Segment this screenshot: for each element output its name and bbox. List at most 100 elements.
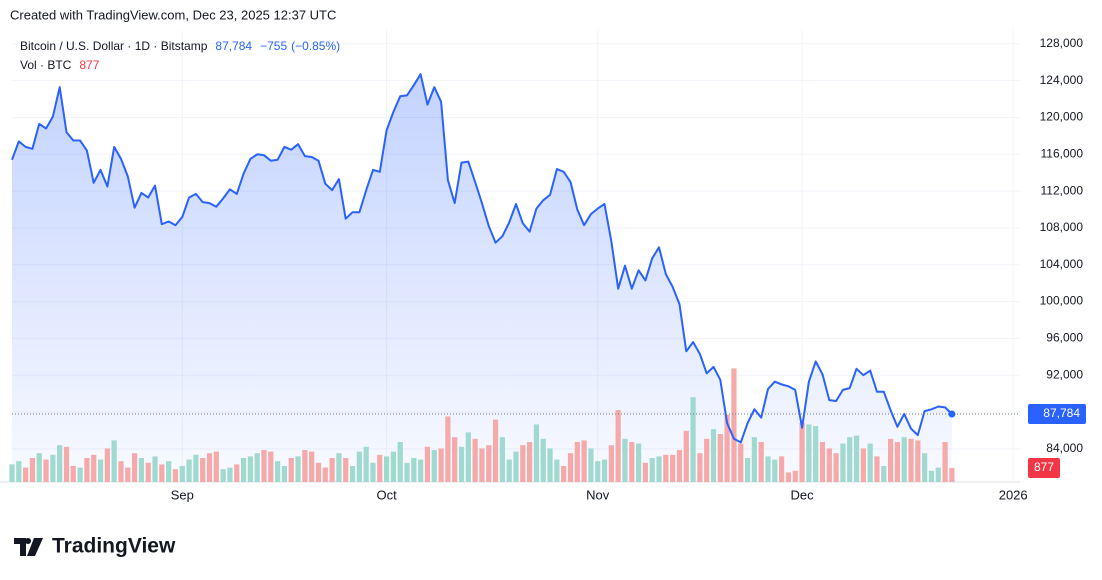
volume-bar	[431, 450, 437, 482]
volume-bar	[635, 443, 642, 482]
volume-bar	[629, 442, 635, 482]
y-tick-label: 100,000	[1040, 294, 1084, 308]
volume-bar	[458, 446, 465, 482]
volume-bar	[390, 451, 397, 482]
volume-bar	[676, 450, 683, 482]
volume-bar	[915, 440, 921, 482]
y-tick-label: 116,000	[1041, 146, 1084, 160]
volume-bar	[615, 410, 621, 482]
volume-bar	[159, 464, 165, 482]
volume-bar	[717, 434, 723, 482]
volume-bar	[193, 454, 199, 482]
volume-bar	[268, 451, 274, 482]
volume-bar	[710, 429, 717, 482]
volume-bar	[254, 453, 260, 482]
volume-bar	[138, 458, 145, 482]
y-tick-label: 104,000	[1040, 257, 1084, 271]
legend-last: 87,784	[215, 39, 252, 53]
volume-bar	[724, 414, 730, 482]
y-tick-label: 92,000	[1046, 367, 1083, 381]
volume-bar	[935, 467, 941, 482]
volume-bar	[356, 451, 362, 482]
volume-bar	[840, 443, 846, 482]
legend-change: −755	[260, 39, 287, 53]
volume-bar	[111, 440, 117, 482]
volume-bar	[847, 437, 853, 482]
volume-bar	[275, 461, 281, 482]
volume-bar	[867, 443, 873, 482]
legend-change-pct: (−0.85%)	[291, 39, 340, 53]
volume-bar	[595, 461, 601, 482]
volume-bar	[826, 448, 832, 482]
legend-entry: Bitcoin / U.S. Dollar · 1D · Bitstamp	[20, 39, 208, 53]
x-tick-label: Sep	[171, 487, 194, 502]
volume-bar	[281, 466, 288, 482]
volume-bar	[43, 459, 49, 482]
legend-price: Bitcoin / U.S. Dollar · 1D · Bitstamp 87,…	[20, 39, 340, 53]
x-tick-label: 2026	[999, 487, 1028, 502]
volume-bar	[533, 424, 540, 482]
volume-bar	[690, 397, 696, 482]
y-tick-label: 84,000	[1046, 441, 1083, 455]
volume-bar	[77, 467, 83, 482]
volume-bar	[887, 438, 894, 482]
volume-bar	[499, 437, 505, 482]
volume-bar	[656, 456, 662, 482]
x-tick-label: Nov	[586, 487, 610, 502]
volume-bar	[200, 458, 206, 482]
volume-bar	[9, 464, 15, 482]
volume-bar	[683, 430, 689, 482]
volume-bar	[894, 442, 901, 482]
volume-bar	[118, 461, 124, 482]
volume-bar	[131, 453, 138, 482]
volume-bar	[486, 445, 492, 482]
y-tick-label: 128,000	[1040, 36, 1084, 50]
volume-bar	[881, 466, 887, 482]
volume-bar	[601, 459, 608, 482]
volume-bar	[540, 438, 546, 482]
volume-bar	[91, 454, 97, 482]
y-tick-label: 124,000	[1040, 73, 1084, 87]
volume-bar	[370, 462, 376, 482]
volume-bar	[670, 454, 676, 482]
volume-bar	[179, 466, 185, 482]
volume-bar	[70, 466, 76, 482]
volume-bar	[520, 445, 526, 482]
volume-bar	[465, 432, 471, 482]
y-tick-label: 112,000	[1041, 183, 1084, 197]
price-tag-label: 87,784	[1043, 406, 1080, 420]
volume-bar	[50, 454, 56, 482]
volume-bar	[908, 438, 914, 482]
volume-bar	[901, 437, 907, 482]
volume-bar	[588, 448, 594, 482]
volume-bar	[608, 445, 614, 482]
volume-bar	[649, 458, 655, 482]
volume-bar	[663, 454, 669, 482]
y-tick-label: 120,000	[1040, 110, 1084, 124]
volume-bar	[424, 446, 431, 482]
volume-bar	[336, 453, 342, 482]
y-tick-label: 96,000	[1046, 331, 1083, 345]
volume-bar	[813, 426, 819, 482]
y-tick-label: 108,000	[1040, 220, 1084, 234]
volume-bar	[697, 453, 703, 482]
volume-bar	[363, 446, 369, 482]
volume-bar	[860, 448, 866, 482]
volume-bar	[779, 456, 785, 482]
logo-icon	[14, 538, 43, 556]
volume-bar	[16, 461, 22, 482]
volume-bar	[492, 419, 499, 482]
volume-bar	[438, 448, 444, 482]
volume-bar	[758, 442, 764, 482]
volume-bar	[220, 469, 226, 482]
volume-bar	[329, 458, 335, 482]
volume-bar	[206, 453, 213, 482]
volume-bar	[125, 467, 131, 482]
volume-bar	[479, 448, 485, 482]
volume-bar	[765, 456, 771, 482]
volume-bar	[574, 442, 580, 482]
volume-bar	[166, 461, 172, 482]
legend-volume: Vol · BTC 877	[20, 58, 100, 72]
volume-bar	[731, 368, 737, 482]
volume-bar	[792, 470, 798, 482]
